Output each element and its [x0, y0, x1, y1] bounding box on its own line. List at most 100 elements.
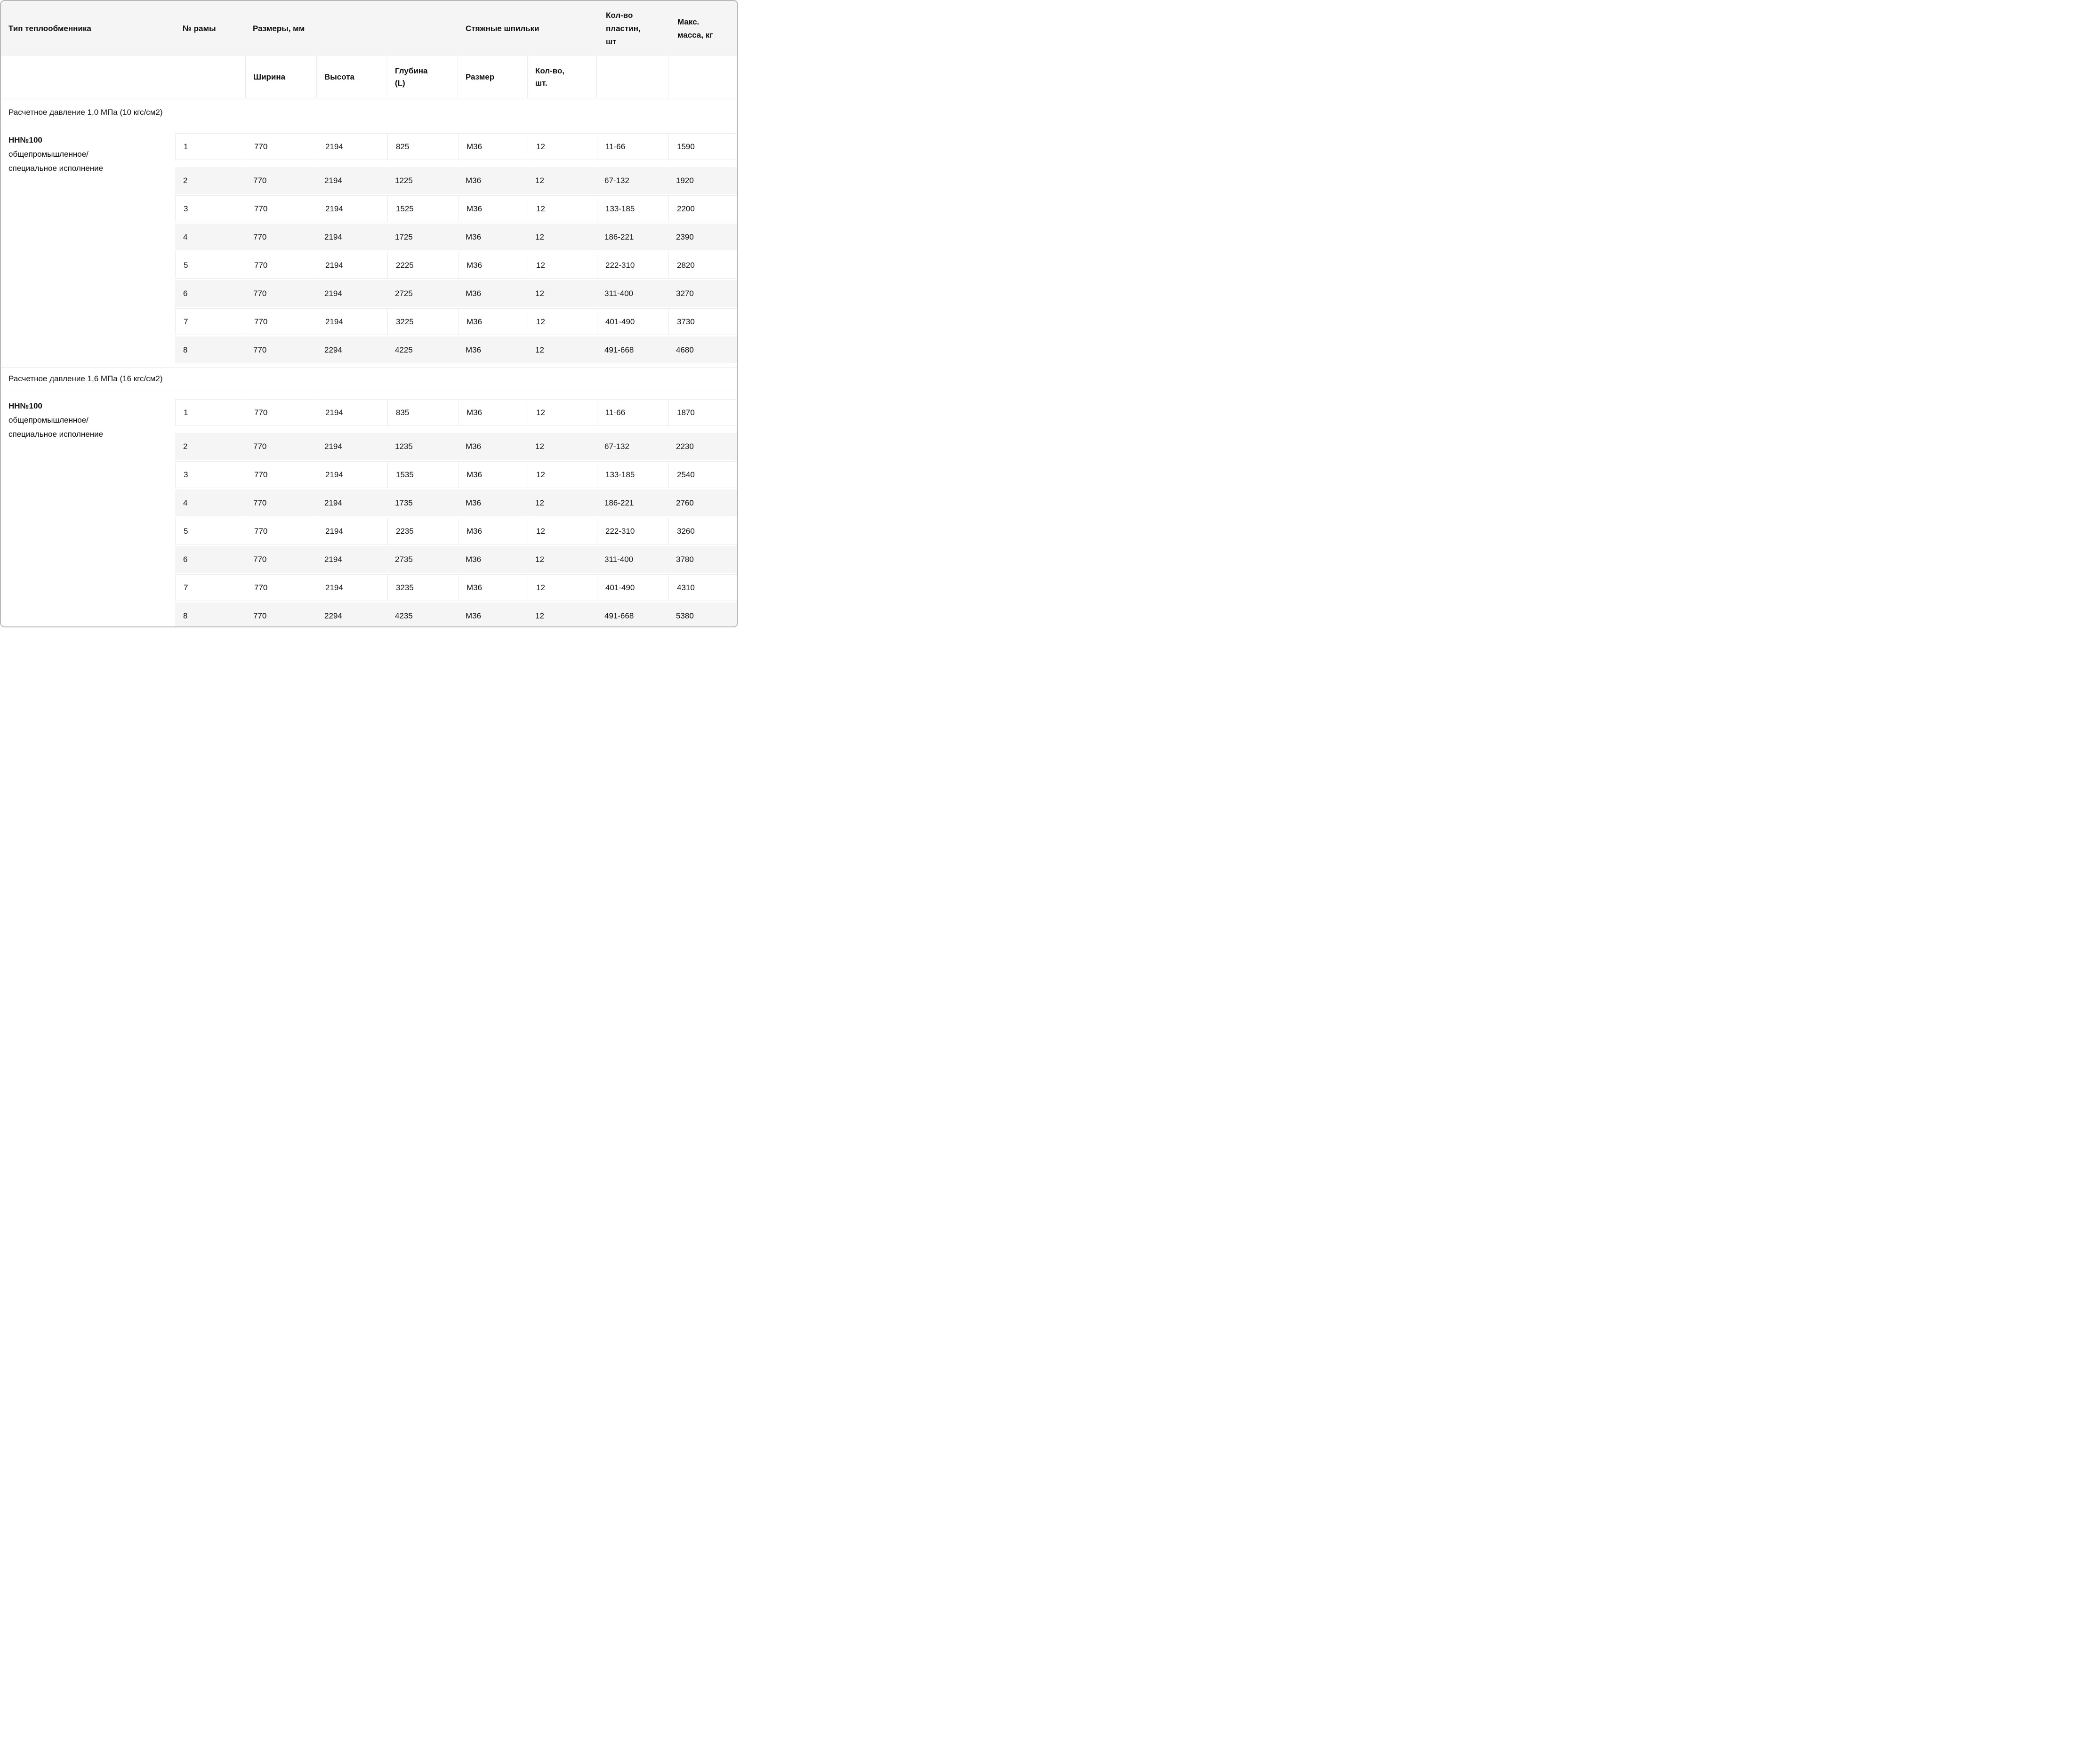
- cell-stud-size: М36: [458, 575, 528, 601]
- cell-height: 2294: [324, 611, 342, 620]
- cell-plates-range: 11-66: [597, 400, 668, 425]
- section-body: НН№100 общепромышленное/ специальное исп…: [1, 390, 737, 626]
- table-row: 4 770 2194 1725 М36 12 186-221 2390: [175, 224, 737, 250]
- cell-plates-range: 491-668: [604, 345, 634, 354]
- cell-stud-qty: 12: [528, 134, 597, 160]
- cell-stud-qty: 12: [528, 575, 597, 601]
- cell-height: 2194: [324, 232, 342, 241]
- cell-height: 2194: [317, 196, 387, 222]
- cell-width: 770: [253, 498, 267, 507]
- cell-frame-number: 5: [184, 260, 188, 270]
- cell-stud-size: М36: [458, 196, 528, 222]
- cell-height: 2294: [324, 345, 342, 354]
- subheader-size: Размер: [458, 56, 527, 98]
- cell-stud-size: М36: [458, 252, 528, 278]
- cell-depth: 2225: [387, 252, 458, 278]
- cell-height: 2194: [324, 554, 342, 564]
- data-rows: 1 770 2194 835 М36 12 11-66 1870 2 770 2…: [175, 399, 737, 626]
- cell-max-mass: 2390: [676, 232, 694, 241]
- cell-depth: 2725: [395, 289, 413, 298]
- cell-stud-size: М36: [458, 400, 528, 425]
- cell-stud-size: М36: [458, 462, 528, 488]
- pressure-section: Расчетное давление 1,6 МПа (16 кгс/см2) …: [1, 367, 737, 626]
- table-row: 2 770 2194 1235 М36 12 67-132 2230: [175, 433, 737, 460]
- cell-max-mass: 1590: [668, 134, 737, 160]
- cell-depth: 1525: [387, 196, 458, 222]
- table-row: 1 770 2194 825 М36 12 11-66 1590: [175, 133, 737, 160]
- cell-width: 770: [253, 441, 267, 451]
- cell-stud-qty: 12: [535, 441, 544, 451]
- subheader-empty-plates: [596, 56, 668, 98]
- cell-frame-number: 1: [184, 142, 188, 151]
- cell-frame-number: 4: [183, 232, 188, 241]
- cell-stud-qty: 12: [535, 176, 544, 185]
- cell-stud-qty: 12: [535, 611, 544, 620]
- cell-depth: 2735: [395, 554, 413, 564]
- cell-frame-number: 8: [183, 345, 188, 354]
- cell-plates-range: 67-132: [604, 441, 629, 451]
- cell-depth: 3225: [387, 309, 458, 335]
- cell-max-mass: 4310: [668, 575, 737, 601]
- cell-width: 770: [253, 345, 267, 354]
- cell-frame-number: 2: [183, 176, 188, 185]
- cell-height: 2194: [317, 400, 387, 425]
- cell-stud-size: М36: [466, 289, 482, 298]
- table-row: 3 770 2194 1525 М36 12 133-185 2200: [175, 195, 737, 222]
- section-body: НН№100 общепромышленное/ специальное исп…: [1, 124, 737, 363]
- cell-stud-qty: 12: [528, 518, 597, 544]
- cell-max-mass: 2540: [668, 462, 737, 488]
- cell-plates-range: 133-185: [597, 196, 668, 222]
- cell-depth: 1725: [395, 232, 413, 241]
- cell-plates-range: 311-400: [604, 554, 634, 564]
- cell-height: 2194: [317, 462, 387, 488]
- exchanger-type-description: общепромышленное/ специальное исполнение: [8, 150, 104, 173]
- pressure-section: Расчетное давление 1,0 МПа (10 кгс/см2) …: [1, 101, 737, 363]
- cell-stud-qty: 12: [528, 252, 597, 278]
- cell-frame-number: 3: [184, 204, 188, 213]
- table-row: 7 770 2194 3235 М36 12 401-490 4310: [175, 574, 737, 601]
- cell-width: 770: [246, 309, 317, 335]
- cell-height: 2194: [317, 575, 387, 601]
- cell-stud-qty: 12: [535, 289, 544, 298]
- table-row: 3 770 2194 1535 М36 12 133-185 2540: [175, 461, 737, 488]
- subheader-qty: Кол-во, шт.: [527, 56, 596, 98]
- cell-plates-range: 67-132: [604, 176, 629, 185]
- cell-plates-range: 401-490: [597, 575, 668, 601]
- cell-plates-range: 186-221: [604, 498, 634, 507]
- cell-height: 2194: [317, 134, 387, 160]
- col-header-mass: Макс. масса, кг: [677, 17, 713, 40]
- cell-depth: 2235: [387, 518, 458, 544]
- table-row: 8 770 2294 4225 М36 12 491-668 4680: [175, 337, 737, 363]
- cell-depth: 4225: [395, 345, 413, 354]
- col-header-dimensions: Размеры, мм: [253, 24, 305, 33]
- cell-width: 770: [253, 289, 267, 298]
- cell-width: 770: [246, 400, 317, 425]
- cell-depth: 1535: [387, 462, 458, 488]
- cell-depth: 1235: [395, 441, 413, 451]
- cell-stud-size: М36: [458, 134, 528, 160]
- cell-width: 770: [246, 134, 317, 160]
- cell-max-mass: 3260: [668, 518, 737, 544]
- exchanger-type-cell: НН№100 общепромышленное/ специальное исп…: [1, 399, 175, 626]
- subheader-empty: [1, 56, 245, 98]
- cell-plates-range: 186-221: [604, 232, 634, 241]
- cell-max-mass: 4680: [676, 345, 694, 354]
- cell-frame-number: 5: [184, 526, 188, 536]
- cell-stud-size: М36: [466, 498, 482, 507]
- table-row: 6 770 2194 2725 М36 12 311-400 3270: [175, 280, 737, 307]
- table-row: 6 770 2194 2735 М36 12 311-400 3780: [175, 546, 737, 573]
- cell-depth: 835: [387, 400, 458, 425]
- cell-width: 770: [253, 232, 267, 241]
- cell-plates-range: 401-490: [597, 309, 668, 335]
- cell-stud-qty: 12: [528, 196, 597, 222]
- cell-height: 2194: [324, 441, 342, 451]
- section-title: Расчетное давление 1,0 МПа (10 кгс/см2): [1, 101, 737, 124]
- col-header-plates: Кол-во пластин, шт: [606, 10, 641, 46]
- table-row: 7 770 2194 3225 М36 12 401-490 3730: [175, 308, 737, 335]
- subheader-height: Высота: [316, 56, 387, 98]
- cell-max-mass: 3270: [676, 289, 694, 298]
- cell-max-mass: 3730: [668, 309, 737, 335]
- cell-stud-qty: 12: [535, 498, 544, 507]
- exchanger-type-cell: НН№100 общепромышленное/ специальное исп…: [1, 133, 175, 363]
- cell-height: 2194: [317, 309, 387, 335]
